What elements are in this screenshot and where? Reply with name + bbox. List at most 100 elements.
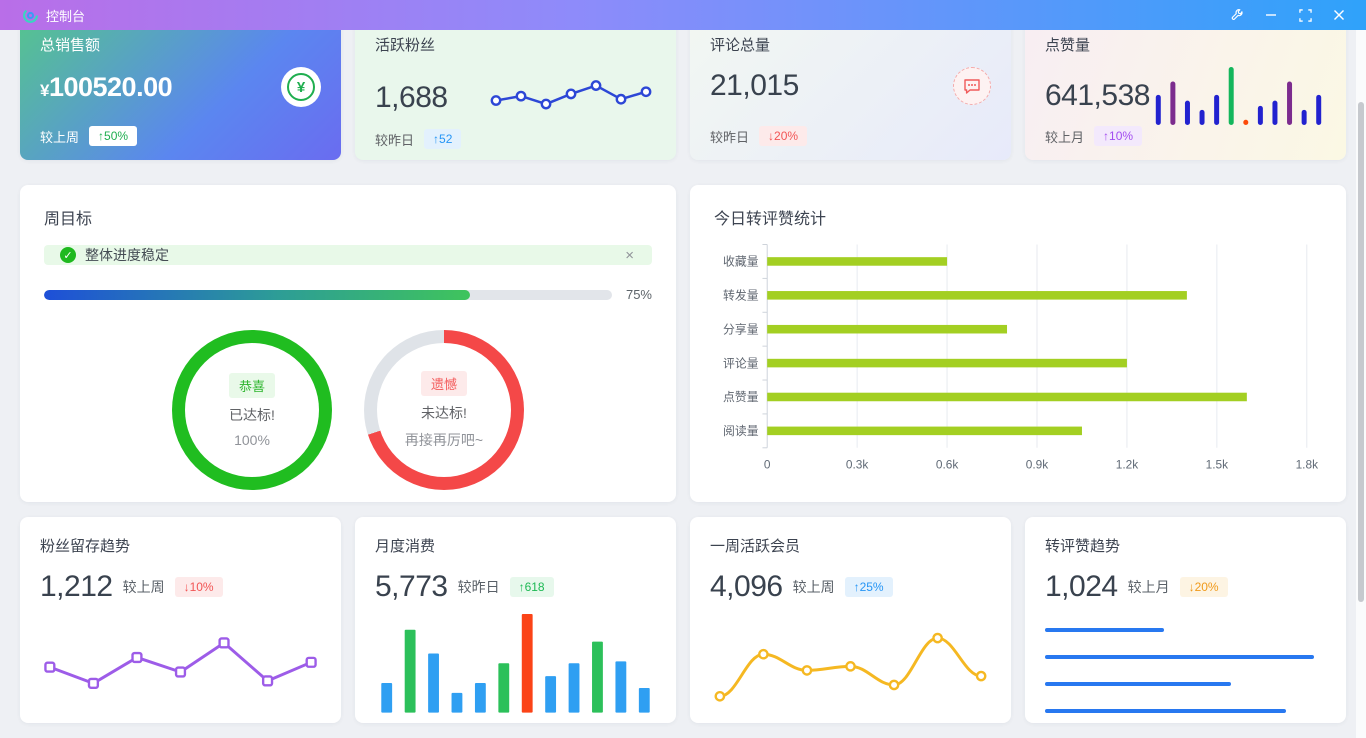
app-logo-icon	[23, 7, 38, 23]
card-monthly-spend: 月度消费 5,773 较昨日 ↑618	[355, 517, 676, 723]
weekly-members-value: 4,096	[710, 570, 783, 603]
ring-status-text: 已达标!	[229, 406, 275, 423]
change-badge: ↑618	[509, 577, 554, 597]
goal-ring-achieved: 恭喜 已达标! 100%	[172, 330, 332, 490]
weekly-progress: 75%	[44, 287, 652, 302]
weekly-goal-card: 周目标 ✓ 整体进度稳定 × 75% 恭喜 已达标! 100%	[20, 185, 676, 502]
svg-text:分享量: 分享量	[723, 322, 759, 336]
card-title: 粉丝留存趋势	[40, 538, 131, 555]
success-check-icon: ✓	[60, 247, 76, 263]
svg-text:0.9k: 0.9k	[1026, 458, 1048, 472]
compare-label: 较上月	[1127, 579, 1170, 595]
goal-ring-missed: 遗憾 未达标! 再接再厉吧~	[364, 330, 524, 490]
alert-text: 整体进度稳定	[85, 247, 169, 263]
active-fans-sparkline	[490, 80, 652, 110]
card-total-sales: 总销售额 ¥100520.00 ¥ 较上周 ↑50%	[20, 30, 341, 160]
alert-close-icon[interactable]: ×	[625, 246, 634, 264]
card-weekly-members: 一周活跃会员 4,096 较上周 ↑25%	[690, 517, 1011, 723]
close-button[interactable]	[1322, 0, 1356, 30]
trend-cards-row: 粉丝留存趋势 1,212 较上周 ↓10% 月度消费 5,773 较昨日 ↑61…	[20, 517, 1346, 723]
change-badge: ↑25%	[844, 577, 893, 597]
likes-minibar-chart	[1155, 67, 1322, 125]
svg-text:0.6k: 0.6k	[936, 458, 958, 472]
trend-line-bar	[1045, 682, 1231, 686]
svg-text:点赞量: 点赞量	[723, 390, 759, 404]
progress-fill	[44, 289, 470, 300]
progress-track	[44, 289, 612, 300]
change-badge: ↓10%	[174, 577, 223, 597]
trend-line-bar	[1045, 628, 1165, 632]
card-title: 点赞量	[1045, 37, 1091, 54]
svg-text:转发量: 转发量	[723, 289, 759, 303]
weekly-members-chart	[710, 614, 991, 713]
change-badge: ↑52	[424, 129, 462, 149]
compare-label: 较上周	[40, 129, 80, 145]
svg-text:0: 0	[764, 458, 771, 472]
maximize-button[interactable]	[1288, 0, 1322, 30]
trend-line-bar	[1045, 709, 1286, 713]
compare-label: 较上周	[792, 579, 835, 595]
svg-text:1.5k: 1.5k	[1206, 458, 1228, 472]
ring-encourage-text: 再接再厉吧~	[404, 431, 484, 448]
progress-alert: ✓ 整体进度稳定 ×	[44, 245, 652, 265]
compare-label: 较上月	[1045, 129, 1085, 145]
change-badge: ↑10%	[1094, 126, 1143, 146]
compare-label: 较上周	[122, 579, 165, 595]
svg-text:1.2k: 1.2k	[1116, 458, 1138, 472]
compare-label: 较昨日	[375, 132, 415, 148]
dashboard-page: 总销售额 ¥100520.00 ¥ 较上周 ↑50% 活跃粉丝 1,688 较昨…	[0, 30, 1366, 738]
monthly-spend-value: 5,773	[375, 570, 448, 603]
progress-percent-label: 75%	[625, 287, 652, 302]
fans-retention-value: 1,212	[40, 570, 113, 603]
card-title: 一周活跃会员	[710, 538, 801, 555]
middle-row: 周目标 ✓ 整体进度稳定 × 75% 恭喜 已达标! 100%	[20, 185, 1346, 502]
yen-coin-icon: ¥	[281, 67, 321, 107]
monthly-spend-chart	[375, 614, 656, 713]
card-likes: 点赞量 641,538 较上月 ↑10%	[1025, 30, 1346, 160]
interaction-stats-card: 今日转评赞统计 0 0.3k 0.6k 0.9k 1.2k 1.5k 1.8k 收藏量转发量分…	[690, 185, 1346, 502]
minimize-button[interactable]	[1254, 0, 1288, 30]
weekly-goal-title: 周目标	[44, 211, 93, 228]
interaction-trend-lines	[1045, 628, 1326, 736]
change-badge: ↑50%	[89, 126, 138, 146]
total-comments-value: 21,015	[710, 69, 799, 102]
svg-text:0.3k: 0.3k	[846, 458, 868, 472]
app-title: 控制台	[46, 8, 86, 24]
compare-label: 较昨日	[710, 129, 750, 145]
stat-cards-row: 总销售额 ¥100520.00 ¥ 较上周 ↑50% 活跃粉丝 1,688 较昨…	[20, 30, 1346, 160]
ring-status-text: 未达标!	[421, 404, 467, 421]
ring-badge: 遗憾	[420, 370, 467, 396]
card-title: 总销售额	[40, 37, 101, 54]
svg-text:阅读量: 阅读量	[723, 424, 759, 438]
svg-text:收藏量: 收藏量	[723, 255, 759, 269]
settings-wrench-icon[interactable]	[1220, 0, 1254, 30]
card-total-comments: 评论总量 21,015 较昨日 ↓20%	[690, 30, 1011, 160]
interaction-stats-title: 今日转评赞统计	[714, 211, 827, 228]
interaction-trend-value: 1,024	[1045, 570, 1118, 603]
chat-bubble-icon	[953, 67, 991, 105]
fans-retention-chart	[40, 614, 321, 713]
total-sales-value: ¥100520.00	[40, 71, 173, 102]
compare-label: 较昨日	[457, 579, 500, 595]
card-fans-retention: 粉丝留存趋势 1,212 较上周 ↓10%	[20, 517, 341, 723]
active-fans-value: 1,688	[375, 81, 448, 114]
card-active-fans: 活跃粉丝 1,688 较昨日 ↑52	[355, 30, 676, 160]
scrollbar-thumb[interactable]	[1358, 102, 1364, 602]
change-badge: ↓20%	[1179, 577, 1228, 597]
trend-line-bar	[1045, 655, 1314, 659]
svg-text:评论量: 评论量	[723, 356, 759, 370]
interaction-hbar-chart: 0 0.3k 0.6k 0.9k 1.2k 1.5k 1.8k 收藏量转发量分享量评论量点赞量…	[714, 235, 1322, 482]
scrollbar-track[interactable]	[1356, 30, 1366, 738]
card-title: 评论总量	[710, 37, 771, 54]
card-title: 月度消费	[375, 538, 436, 555]
card-title: 转评赞趋势	[1045, 538, 1121, 555]
ring-percent-text: 100%	[234, 431, 270, 448]
hbar-chart-svg: 0 0.3k 0.6k 0.9k 1.2k 1.5k 1.8k 收藏量转发量分享量评论量点赞量…	[723, 244, 1318, 472]
titlebar: 控制台	[0, 0, 1366, 30]
card-title: 活跃粉丝	[375, 37, 436, 54]
svg-text:1.8k: 1.8k	[1296, 458, 1318, 472]
goal-rings: 恭喜 已达标! 100% 遗憾 未达标! 再接再厉吧~	[44, 330, 652, 490]
likes-value: 641,538	[1045, 79, 1150, 112]
card-interaction-trend: 转评赞趋势 1,024 较上月 ↓20%	[1025, 517, 1346, 723]
ring-badge: 恭喜	[228, 372, 275, 398]
